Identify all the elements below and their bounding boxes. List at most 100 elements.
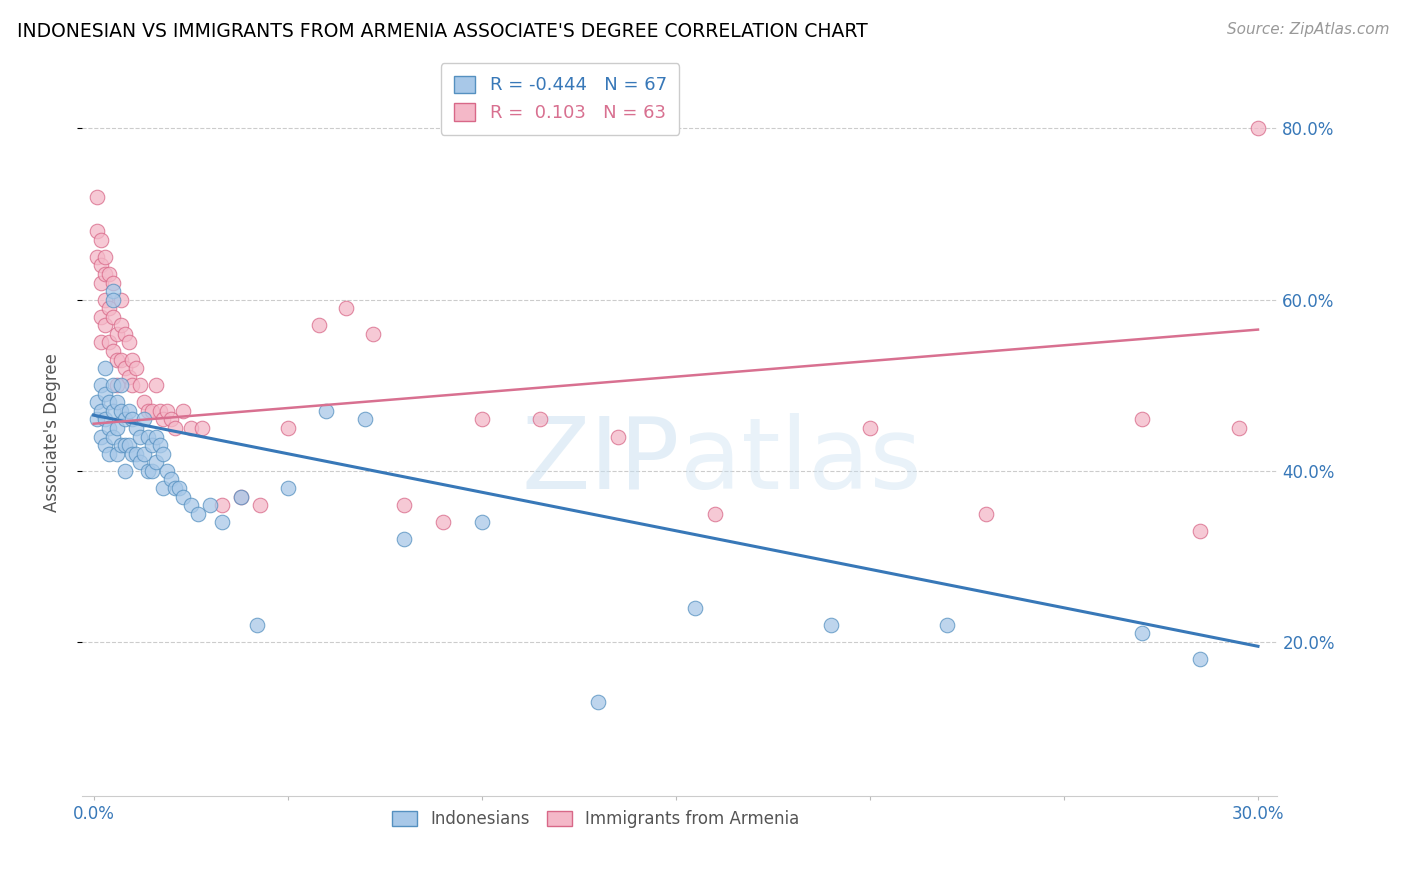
Point <box>160 412 183 426</box>
Point <box>152 447 174 461</box>
Point <box>94 267 117 281</box>
Point <box>148 404 170 418</box>
Point <box>114 326 136 341</box>
Point <box>392 533 415 547</box>
Point <box>117 404 139 418</box>
Point <box>432 515 454 529</box>
Point <box>101 404 124 418</box>
Point <box>98 267 121 281</box>
Point <box>1130 626 1153 640</box>
Point <box>315 404 337 418</box>
Point <box>94 250 117 264</box>
Point <box>132 395 155 409</box>
Point <box>105 326 128 341</box>
Point <box>1130 412 1153 426</box>
Point <box>136 464 159 478</box>
Point <box>974 507 997 521</box>
Point <box>94 361 117 376</box>
Point <box>392 498 415 512</box>
Point <box>277 421 299 435</box>
Point <box>90 335 112 350</box>
Point <box>117 369 139 384</box>
Point <box>141 404 163 418</box>
Point <box>125 361 148 376</box>
Point <box>90 378 112 392</box>
Point <box>156 404 179 418</box>
Point <box>90 233 112 247</box>
Point <box>165 421 187 435</box>
Point <box>141 464 163 478</box>
Point <box>98 395 121 409</box>
Point <box>586 695 609 709</box>
Point <box>90 404 112 418</box>
Point <box>101 429 124 443</box>
Point <box>121 412 143 426</box>
Point <box>703 507 725 521</box>
Point <box>1188 524 1211 538</box>
Point <box>335 301 357 316</box>
Point <box>101 343 124 358</box>
Point <box>94 293 117 307</box>
Point <box>165 481 187 495</box>
Point <box>86 412 108 426</box>
Point <box>86 224 108 238</box>
Point <box>94 386 117 401</box>
Point <box>110 293 132 307</box>
Point <box>101 378 124 392</box>
Point <box>98 335 121 350</box>
Point <box>148 438 170 452</box>
Point <box>354 412 377 426</box>
Text: Source: ZipAtlas.com: Source: ZipAtlas.com <box>1226 22 1389 37</box>
Point <box>121 378 143 392</box>
Point <box>229 490 252 504</box>
Point <box>277 481 299 495</box>
Point <box>180 498 202 512</box>
Point <box>105 447 128 461</box>
Point <box>94 412 117 426</box>
Point <box>211 515 233 529</box>
Point <box>117 438 139 452</box>
Point <box>152 412 174 426</box>
Point <box>121 447 143 461</box>
Point <box>1188 652 1211 666</box>
Legend: Indonesians, Immigrants from Armenia: Indonesians, Immigrants from Armenia <box>385 804 806 835</box>
Point <box>529 412 551 426</box>
Point <box>121 352 143 367</box>
Point <box>180 421 202 435</box>
Y-axis label: Associate's Degree: Associate's Degree <box>44 353 60 512</box>
Point <box>114 438 136 452</box>
Point <box>1247 121 1270 136</box>
Point <box>132 447 155 461</box>
Point <box>94 318 117 333</box>
Point <box>136 404 159 418</box>
Point <box>129 455 152 469</box>
Point <box>145 455 167 469</box>
Point <box>90 259 112 273</box>
Point <box>90 276 112 290</box>
Point <box>90 429 112 443</box>
Point <box>229 490 252 504</box>
Point <box>167 481 190 495</box>
Point <box>110 404 132 418</box>
Point <box>114 464 136 478</box>
Point <box>156 464 179 478</box>
Point <box>105 421 128 435</box>
Point <box>101 276 124 290</box>
Point <box>86 250 108 264</box>
Text: ZIP: ZIP <box>522 413 679 510</box>
Point <box>105 378 128 392</box>
Point <box>129 429 152 443</box>
Point <box>211 498 233 512</box>
Point <box>936 618 959 632</box>
Point <box>98 421 121 435</box>
Point <box>145 429 167 443</box>
Point <box>191 421 214 435</box>
Point <box>471 412 494 426</box>
Point <box>90 310 112 324</box>
Point <box>101 310 124 324</box>
Point <box>110 352 132 367</box>
Point <box>308 318 330 333</box>
Point <box>172 490 194 504</box>
Point <box>98 301 121 316</box>
Point <box>86 395 108 409</box>
